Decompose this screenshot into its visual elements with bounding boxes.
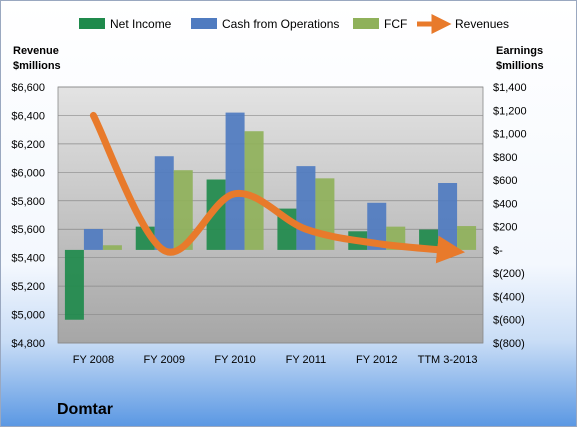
- x-tick-label: FY 2008: [73, 354, 114, 366]
- bar-fcf: [173, 170, 193, 250]
- right-tick-label: $800: [493, 152, 517, 164]
- right-tick-label: $1,400: [493, 82, 527, 94]
- right-tick-label: $(400): [493, 291, 525, 303]
- left-tick-label: $5,200: [11, 281, 45, 293]
- bar-fcf: [102, 245, 122, 250]
- x-tick-label: TTM 3-2013: [418, 354, 478, 366]
- right-tick-label: $-: [493, 245, 503, 257]
- right-axis-label-line1: Earnings: [496, 45, 543, 57]
- x-tick-label: FY 2011: [286, 354, 327, 366]
- plot-area: [57, 86, 484, 344]
- chart-title: Domtar: [57, 401, 113, 418]
- right-tick-label: $1,000: [493, 129, 527, 141]
- right-tick-label: $(600): [493, 315, 525, 327]
- bar-cash-from-operations: [438, 183, 458, 250]
- bar-cash-from-operations: [367, 202, 387, 250]
- legend-swatch: [353, 18, 379, 29]
- x-tick-label: FY 2012: [356, 354, 397, 366]
- left-tick-label: $4,800: [11, 338, 45, 350]
- left-axis-label-line2: $millions: [13, 60, 61, 72]
- bar-fcf: [457, 226, 477, 250]
- bar-net-income: [64, 249, 84, 320]
- legend-swatch: [191, 18, 217, 29]
- legend-label: Revenues: [455, 17, 509, 31]
- legend-swatch: [79, 18, 105, 29]
- bar-cash-from-operations: [225, 112, 245, 250]
- left-tick-label: $6,600: [11, 82, 45, 94]
- left-axis-ticks: $4,800 $5,000 $5,200 $5,400 $5,600 $5,800 $6,0…: [11, 82, 45, 350]
- right-tick-label: $200: [493, 222, 517, 234]
- bar-net-income: [206, 179, 226, 250]
- right-tick-label: $400: [493, 198, 517, 210]
- right-tick-label: $600: [493, 175, 517, 187]
- bar-net-income: [419, 229, 439, 250]
- legend-label: Net Income: [110, 17, 172, 31]
- left-axis-label-line1: Revenue: [13, 45, 59, 57]
- x-tick-label: FY 2009: [144, 354, 185, 366]
- legend-label: FCF: [384, 17, 407, 31]
- left-tick-label: $6,400: [11, 110, 45, 122]
- bar-cash-from-operations: [83, 228, 103, 250]
- right-axis-ticks: $(800) $(600) $(400) $(200) $- $200 $400 $600 $8…: [493, 82, 527, 350]
- gridlines: [58, 86, 483, 344]
- x-tick-label: FY 2010: [214, 354, 255, 366]
- left-tick-label: $5,600: [11, 224, 45, 236]
- right-tick-label: $1,200: [493, 105, 527, 117]
- left-tick-label: $6,000: [11, 167, 45, 179]
- left-tick-label: $5,400: [11, 253, 45, 265]
- bar-fcf: [244, 131, 264, 250]
- right-tick-label: $(800): [493, 338, 525, 350]
- bar-cash-from-operations: [154, 156, 174, 250]
- revenue-line-path: [89, 111, 465, 264]
- revenue-line: [89, 111, 465, 264]
- right-axis-label-line2: $millions: [496, 60, 544, 72]
- left-tick-label: $5,800: [11, 196, 45, 208]
- x-axis-ticks: FY 2008 FY 2009 FY 2010 FY 2011 FY 2012 TTM 3…: [73, 354, 478, 366]
- legend: Net Income Cash from Operations FCF Revenue…: [79, 14, 509, 34]
- left-tick-label: $6,200: [11, 139, 45, 151]
- bar-cash-from-operations: [296, 166, 316, 250]
- legend-label: Cash from Operations: [222, 17, 339, 31]
- right-tick-label: $(200): [493, 268, 525, 280]
- left-tick-label: $5,000: [11, 310, 45, 322]
